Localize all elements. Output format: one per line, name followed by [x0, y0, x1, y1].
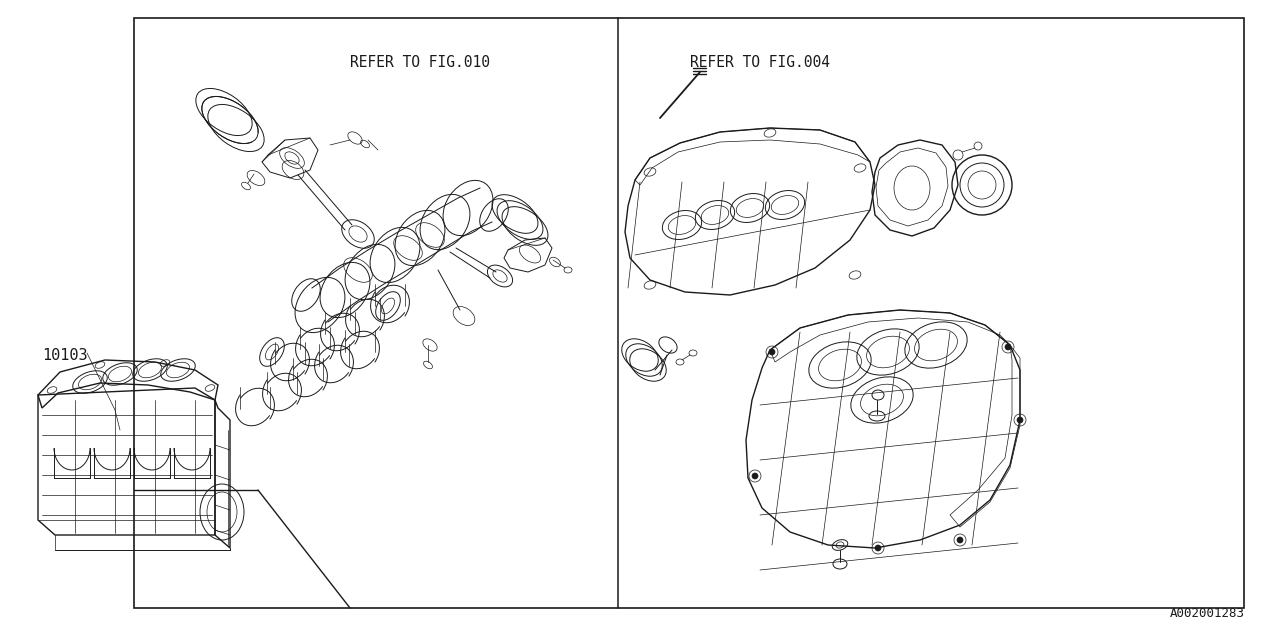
Ellipse shape — [769, 349, 774, 355]
Text: REFER TO FIG.004: REFER TO FIG.004 — [690, 55, 829, 70]
Ellipse shape — [876, 545, 881, 551]
Text: 10103: 10103 — [42, 348, 87, 363]
Text: REFER TO FIG.010: REFER TO FIG.010 — [349, 55, 490, 70]
Bar — [134, 18, 1244, 608]
Ellipse shape — [1018, 417, 1023, 423]
Text: A002001283: A002001283 — [1170, 607, 1245, 620]
Ellipse shape — [753, 473, 758, 479]
Ellipse shape — [957, 537, 963, 543]
Ellipse shape — [1005, 344, 1011, 350]
